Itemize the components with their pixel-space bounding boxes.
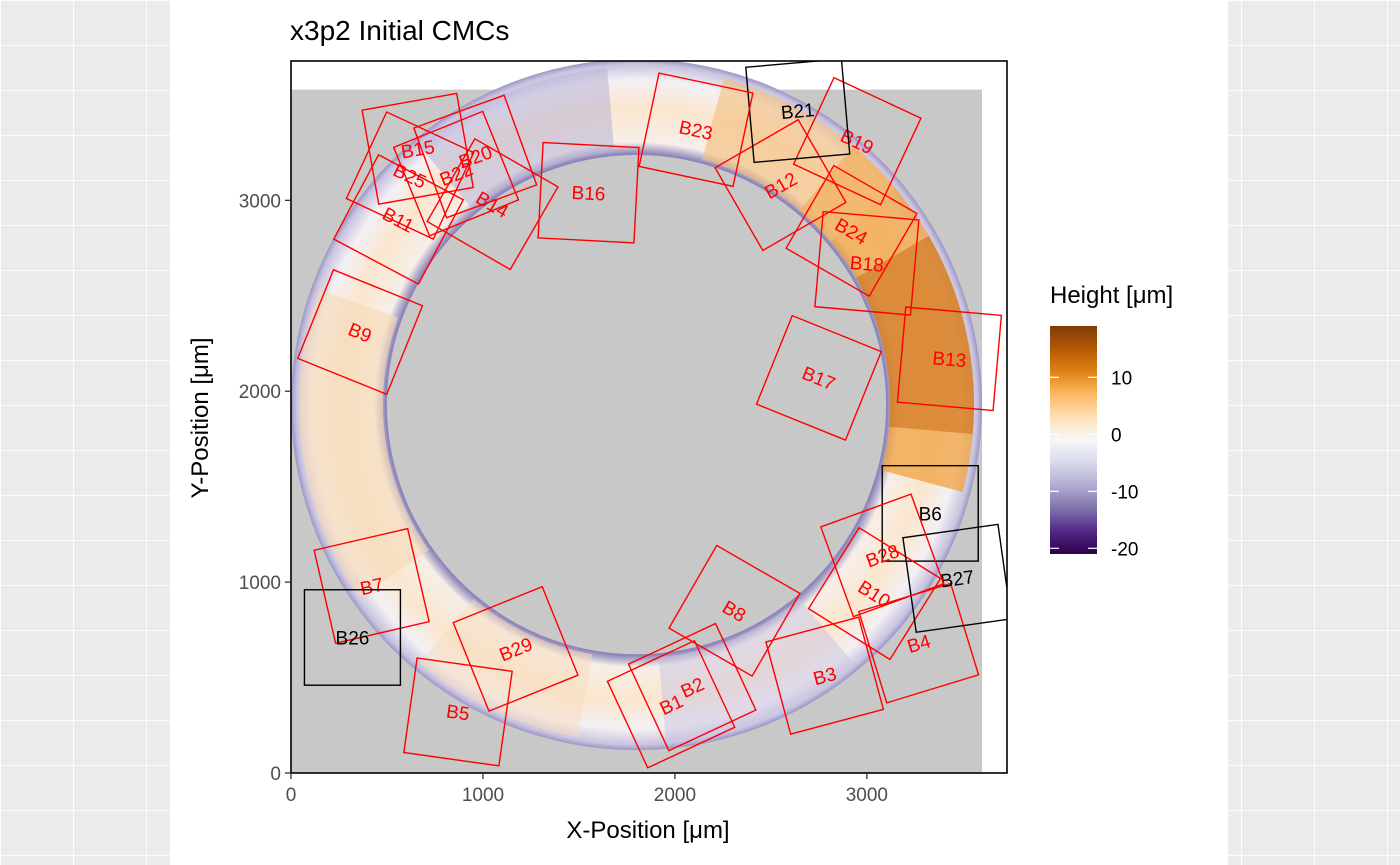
cell-outline	[412, 94, 538, 219]
cell-b13: B13	[896, 306, 1003, 412]
cell-outline	[745, 61, 851, 164]
cell-outline	[896, 306, 1003, 412]
x-tick-label: 0	[286, 785, 297, 806]
cell-label: B16	[571, 183, 606, 206]
cell-b16: B16	[537, 141, 640, 244]
cell-outline	[785, 164, 918, 298]
cell-b27: B27	[902, 523, 1007, 634]
cell-outline	[332, 153, 465, 286]
cell-outline	[606, 639, 736, 769]
cell-outline	[814, 210, 920, 316]
legend-break-label: 10	[1111, 368, 1132, 389]
cell-outline	[668, 544, 801, 678]
x-tick-label: 2000	[654, 785, 696, 806]
cell-b26: B26	[303, 589, 402, 686]
warm-region-west	[299, 289, 429, 599]
y-tick-label: 2000	[239, 382, 281, 403]
legend: Height [μm] 10 0 -10 -20	[1050, 282, 1173, 560]
warm-region-south	[419, 598, 593, 737]
cell-label: B7	[358, 575, 385, 601]
cell-outline	[819, 493, 945, 618]
cell-label: B6	[919, 504, 942, 525]
cell-label: B13	[932, 348, 968, 372]
cell-b5: B5	[403, 657, 513, 767]
cell-outline	[881, 464, 979, 562]
chart-title: x3p2 Initial CMCs	[290, 15, 509, 46]
panel-border	[290, 60, 1008, 774]
cell-outline	[345, 111, 475, 240]
cell-label: B18	[849, 253, 885, 277]
cell-outline	[902, 523, 1007, 634]
y-tick-label: 0	[270, 764, 281, 785]
legend-break-label: 0	[1111, 425, 1122, 446]
legend-break-label: -10	[1111, 482, 1138, 503]
cell-label: B21	[780, 100, 816, 124]
y-tick-label: 3000	[239, 191, 281, 212]
cell-outline	[426, 137, 559, 271]
cell-b6: B6	[881, 464, 979, 562]
cell-outline	[403, 657, 513, 767]
cell-outline	[392, 110, 520, 237]
cool-region-north	[419, 68, 615, 211]
cell-outline	[361, 92, 475, 205]
cell-outline	[807, 526, 942, 661]
x-tick-label: 1000	[462, 785, 504, 806]
cell-outline	[792, 76, 922, 206]
cell-b21: B21	[745, 61, 851, 164]
axes: 0 1000 2000 3000 0 1000 2000 3000	[239, 60, 1008, 806]
y-axis-title: Y-Position [μm]	[187, 337, 214, 498]
warm-region-east-core	[856, 235, 975, 435]
legend-break-label: -20	[1111, 539, 1138, 560]
cell-label: B5	[445, 701, 471, 725]
cell-label: B27	[939, 567, 975, 593]
cell-outline	[296, 268, 424, 396]
cell-outline	[452, 585, 579, 713]
cell-label: B26	[336, 628, 370, 649]
x-axis-title: X-Position [μm]	[566, 817, 729, 844]
legend-title: Height [μm]	[1050, 282, 1173, 309]
cell-outline	[755, 314, 883, 442]
cell-outline	[303, 589, 402, 686]
cell-outline	[765, 616, 885, 736]
x-tick-label: 3000	[846, 785, 888, 806]
legend-colorbar	[1050, 326, 1097, 554]
cell-outline	[714, 118, 847, 252]
y-tick-label: 1000	[239, 573, 281, 594]
cell-outline	[638, 72, 754, 188]
figure-panel: x3p2 Initial CMCs B1 B2 B3 B4 B5 B6 B7 B8 B9 B10 B…	[170, 0, 1228, 865]
cell-outline	[313, 527, 430, 645]
cell-b7: B7	[313, 527, 430, 645]
cell-b18: B18	[814, 210, 920, 316]
cell-outline	[537, 141, 640, 244]
